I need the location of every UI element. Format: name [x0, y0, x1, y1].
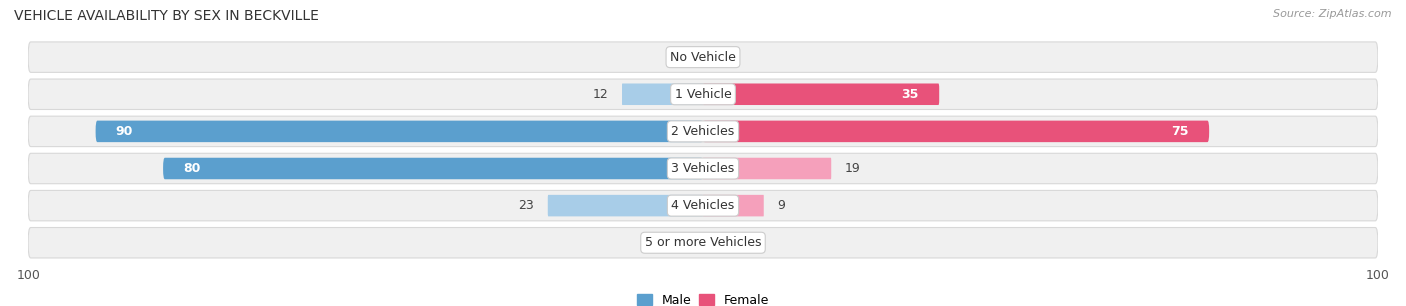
- Text: 0: 0: [717, 236, 724, 249]
- Text: 5 or more Vehicles: 5 or more Vehicles: [645, 236, 761, 249]
- FancyBboxPatch shape: [28, 190, 1378, 221]
- Text: 19: 19: [845, 162, 860, 175]
- Text: 4 Vehicles: 4 Vehicles: [672, 199, 734, 212]
- Text: 75: 75: [1171, 125, 1189, 138]
- Text: 12: 12: [593, 88, 609, 101]
- Text: 0: 0: [717, 50, 724, 64]
- Text: No Vehicle: No Vehicle: [671, 50, 735, 64]
- FancyBboxPatch shape: [28, 116, 1378, 147]
- Text: Source: ZipAtlas.com: Source: ZipAtlas.com: [1274, 9, 1392, 19]
- FancyBboxPatch shape: [703, 84, 939, 105]
- FancyBboxPatch shape: [28, 153, 1378, 184]
- FancyBboxPatch shape: [28, 228, 1378, 258]
- Legend: Male, Female: Male, Female: [637, 294, 769, 306]
- Text: 90: 90: [115, 125, 134, 138]
- FancyBboxPatch shape: [28, 79, 1378, 110]
- Text: 1 Vehicle: 1 Vehicle: [675, 88, 731, 101]
- FancyBboxPatch shape: [703, 195, 763, 216]
- Text: 9: 9: [778, 199, 785, 212]
- Text: 35: 35: [901, 88, 920, 101]
- Text: VEHICLE AVAILABILITY BY SEX IN BECKVILLE: VEHICLE AVAILABILITY BY SEX IN BECKVILLE: [14, 9, 319, 23]
- Text: 2 Vehicles: 2 Vehicles: [672, 125, 734, 138]
- FancyBboxPatch shape: [28, 42, 1378, 72]
- Text: 0: 0: [682, 50, 689, 64]
- Text: 23: 23: [519, 199, 534, 212]
- FancyBboxPatch shape: [703, 158, 831, 179]
- FancyBboxPatch shape: [96, 121, 703, 142]
- Text: 80: 80: [183, 162, 201, 175]
- Text: 0: 0: [682, 236, 689, 249]
- FancyBboxPatch shape: [163, 158, 703, 179]
- FancyBboxPatch shape: [621, 84, 703, 105]
- FancyBboxPatch shape: [703, 121, 1209, 142]
- FancyBboxPatch shape: [548, 195, 703, 216]
- Text: 3 Vehicles: 3 Vehicles: [672, 162, 734, 175]
